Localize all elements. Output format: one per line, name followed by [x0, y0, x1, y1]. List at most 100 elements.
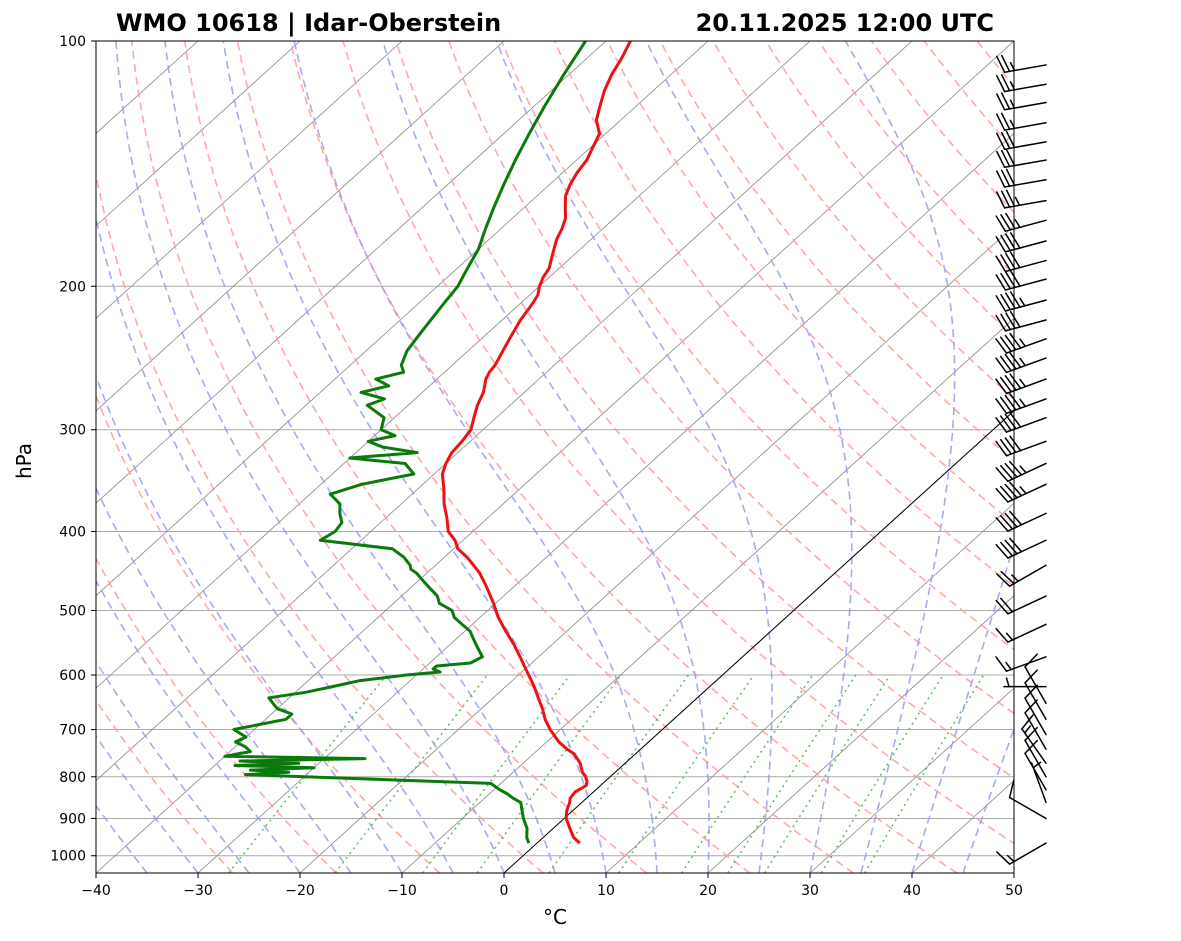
- x-tick-label: 40: [903, 883, 921, 899]
- moist-adiabat: [222, 41, 607, 873]
- wind-barb: [995, 291, 1047, 312]
- mixing-ratio-line: [864, 674, 985, 873]
- barb-shaft: [1007, 595, 1047, 615]
- wind-barb: [996, 74, 1047, 93]
- barb-shaft: [1003, 199, 1047, 209]
- wind-barb: [996, 168, 1047, 188]
- barb-flag: [1005, 271, 1016, 289]
- barb-flag: [995, 517, 1009, 532]
- wind-barb: [996, 189, 1047, 209]
- barb-flag: [995, 467, 1009, 482]
- wind-barb: [1024, 653, 1047, 705]
- barb-flag: [1009, 332, 1022, 349]
- wind-barb: [996, 92, 1047, 111]
- barb-half-flag: [1014, 219, 1021, 229]
- barb-shaft: [1005, 416, 1047, 433]
- barb-flag: [995, 236, 1007, 253]
- barb-flag: [1005, 148, 1016, 167]
- x-axis-label: °C: [543, 905, 567, 929]
- x-tick-label: −10: [387, 883, 417, 899]
- barb-flag: [1005, 312, 1016, 330]
- dry-adiabat: [131, 41, 648, 873]
- isotherm-line: [197, 132, 1014, 873]
- wind-barb: [995, 537, 1047, 559]
- moist-adiabat: [844, 41, 956, 873]
- barb-shaft: [1024, 739, 1047, 778]
- barb-flag: [995, 255, 1007, 273]
- barb-shaft: [1003, 159, 1047, 169]
- wind-barb: [995, 373, 1047, 395]
- barb-flag: [1009, 510, 1023, 526]
- moist-adiabat: [645, 41, 853, 873]
- x-tick-label: 30: [801, 883, 819, 899]
- moist-adiabat: [96, 373, 403, 873]
- moist-adiabat: [911, 541, 1014, 873]
- barb-flag: [996, 150, 1006, 169]
- barb-shaft: [1003, 83, 1047, 93]
- barb-shaft: [1024, 697, 1047, 736]
- barb-flag: [995, 314, 1007, 332]
- barb-flag: [1004, 462, 1018, 478]
- barb-flag: [1009, 352, 1022, 369]
- x-tick-label: −40: [81, 883, 111, 899]
- barb-flag: [1000, 254, 1012, 271]
- barb-flag: [999, 396, 1012, 413]
- barb-flag: [996, 74, 1006, 93]
- barb-shaft: [1003, 101, 1047, 111]
- barb-flag: [1000, 234, 1012, 252]
- barb-flag: [1009, 393, 1022, 409]
- barb-shaft: [1007, 512, 1047, 532]
- x-tick-label: 20: [699, 883, 717, 899]
- wind-barb: [995, 393, 1047, 415]
- temperature-line: [440, 41, 632, 845]
- barb-flag: [996, 573, 1011, 587]
- barb-shaft: [1004, 319, 1047, 332]
- wind-barb: [995, 623, 1047, 643]
- barb-flag: [1009, 435, 1022, 452]
- x-tick-label: 0: [500, 883, 509, 899]
- barb-flag: [1009, 291, 1021, 308]
- wind-barb: [996, 564, 1047, 587]
- background-lines: [96, 41, 1014, 873]
- moist-adiabat: [293, 41, 658, 873]
- wind-barb: [996, 54, 1047, 73]
- barb-shaft: [1004, 259, 1047, 273]
- y-tick-label: 500: [59, 604, 86, 620]
- barb-flag: [1004, 394, 1017, 411]
- wind-barb: [995, 311, 1047, 332]
- barb-flag: [1000, 112, 1011, 130]
- barb-half-flag: [1032, 761, 1042, 769]
- isotherm-line: [809, 687, 1014, 873]
- barb-flag: [1005, 252, 1016, 270]
- barb-flag: [1005, 212, 1016, 230]
- barb-half-flag: [1024, 725, 1032, 734]
- barb-flag: [1004, 512, 1018, 528]
- wind-barb: [1024, 739, 1047, 791]
- barb-shaft: [1004, 219, 1047, 232]
- barb-flag: [1004, 353, 1017, 370]
- y-tick-label: 800: [59, 770, 86, 786]
- barb-shaft: [1003, 141, 1047, 150]
- barb-flag: [1004, 334, 1017, 351]
- mixing-ratio-line: [476, 674, 622, 873]
- barb-shaft: [1007, 623, 1047, 643]
- barb-flag: [995, 628, 1009, 643]
- wind-barb: [995, 481, 1047, 503]
- barb-shaft: [1007, 462, 1047, 482]
- moist-adiabat: [164, 41, 556, 873]
- barb-flag: [1000, 541, 1014, 557]
- barb-shaft: [1004, 299, 1047, 312]
- mixing-ratio-line: [227, 674, 388, 873]
- barb-flag: [995, 295, 1007, 312]
- barb-half-flag: [1014, 196, 1021, 207]
- barb-flag: [1024, 653, 1038, 668]
- wind-barb: [995, 212, 1047, 232]
- mixing-ratio-line: [680, 674, 814, 873]
- barb-half-flag: [1009, 81, 1016, 91]
- barb-half-flag: [1019, 338, 1027, 348]
- barb-shaft: [1003, 178, 1047, 188]
- wind-barb: [995, 251, 1047, 273]
- barb-flag: [1004, 483, 1018, 499]
